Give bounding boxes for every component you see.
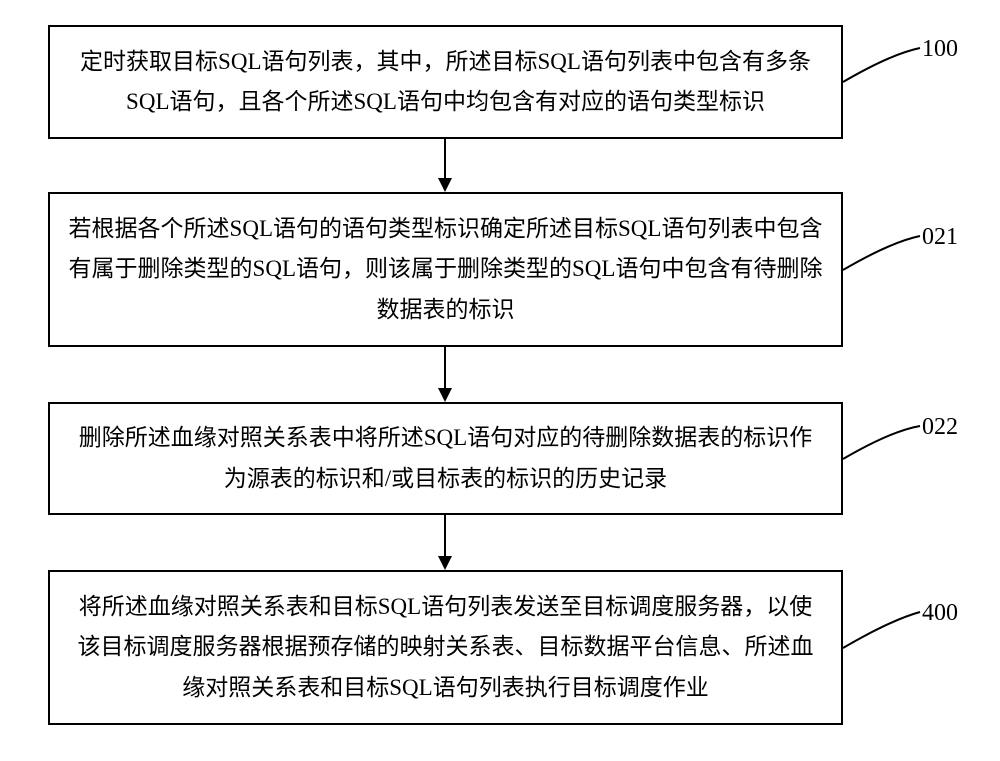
flowchart-canvas: 定时获取目标SQL语句列表，其中，所述目标SQL语句列表中包含有多条SQL语句，… <box>0 0 1000 761</box>
step-400-text: 将所述血缘对照关系表和目标SQL语句列表发送至目标调度服务器，以使该目标调度服务… <box>68 587 823 708</box>
step-label-021: 021 <box>922 224 958 251</box>
step-label-100: 100 <box>922 36 958 63</box>
flowchart-step-100: 定时获取目标SQL语句列表，其中，所述目标SQL语句列表中包含有多条SQL语句，… <box>48 25 843 139</box>
step-021-text: 若根据各个所述SQL语句的语句类型标识确定所述目标SQL语句列表中包含有属于删除… <box>68 209 823 330</box>
flowchart-step-022: 删除所述血缘对照关系表中将所述SQL语句对应的待删除数据表的标识作为源表的标识和… <box>48 402 843 515</box>
step-label-022: 022 <box>922 414 958 441</box>
step-100-text: 定时获取目标SQL语句列表，其中，所述目标SQL语句列表中包含有多条SQL语句，… <box>68 42 823 123</box>
step-022-text: 删除所述血缘对照关系表中将所述SQL语句对应的待删除数据表的标识作为源表的标识和… <box>68 418 823 499</box>
step-label-400: 400 <box>922 600 958 627</box>
flowchart-step-400: 将所述血缘对照关系表和目标SQL语句列表发送至目标调度服务器，以使该目标调度服务… <box>48 570 843 725</box>
flowchart-step-021: 若根据各个所述SQL语句的语句类型标识确定所述目标SQL语句列表中包含有属于删除… <box>48 192 843 347</box>
